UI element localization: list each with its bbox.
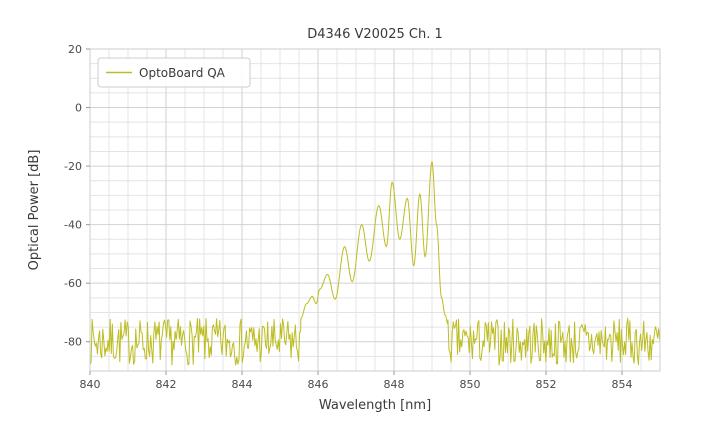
- x-tick-label: 840: [80, 378, 101, 391]
- x-tick-label: 852: [536, 378, 557, 391]
- y-tick-label: -40: [64, 219, 82, 232]
- x-tick-label: 850: [460, 378, 481, 391]
- y-tick-label: 20: [68, 43, 82, 56]
- grid-minor-lines: [90, 49, 661, 372]
- x-tick-label: 842: [156, 378, 177, 391]
- legend-label: OptoBoard QA: [139, 66, 226, 80]
- x-tick-label: 854: [612, 378, 633, 391]
- legend: OptoBoard QA: [97, 57, 251, 88]
- spectrum-trace: [90, 161, 660, 366]
- x-tick-labels: 840 842 844 846 848 850 852 854: [80, 378, 633, 391]
- y-axis-label: Optical Power [dB]: [27, 150, 42, 271]
- x-tick-label: 844: [232, 378, 253, 391]
- x-tick-label: 848: [384, 378, 405, 391]
- y-tick-labels: 20 0 -20 -40 -60 -80: [64, 43, 82, 349]
- y-tick-label: -20: [64, 160, 82, 173]
- tick-marks: [86, 48, 623, 375]
- x-axis-label: Wavelength [nm]: [319, 398, 431, 413]
- legend-frame: [97, 57, 251, 88]
- y-tick-label: -60: [64, 277, 82, 290]
- chart-title: D4346 V20025 Ch. 1: [307, 27, 442, 42]
- x-tick-label: 846: [308, 378, 329, 391]
- y-tick-label: 0: [75, 102, 82, 115]
- y-tick-label: -80: [64, 336, 82, 349]
- plot-border: [89, 48, 661, 372]
